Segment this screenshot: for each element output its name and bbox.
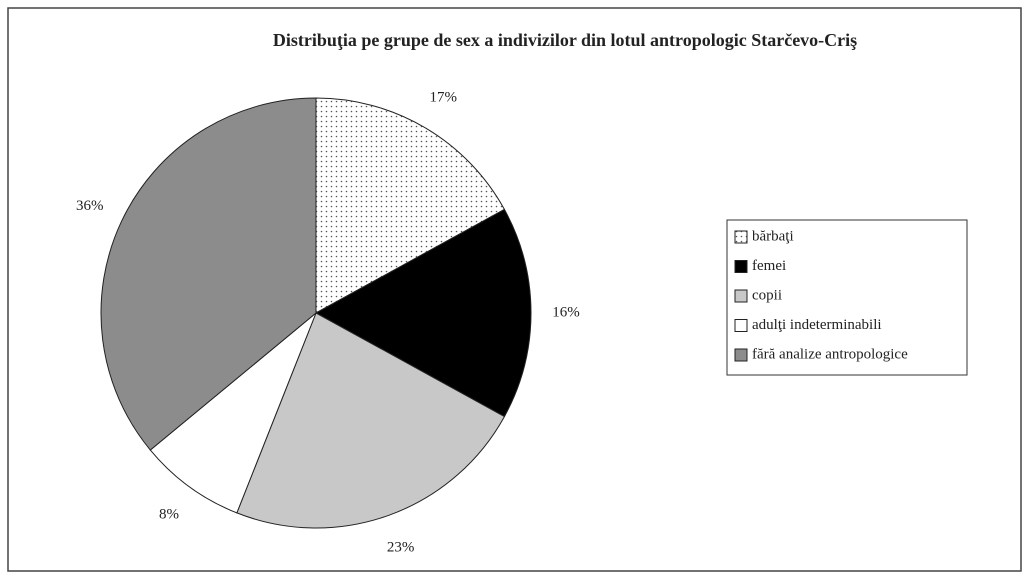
slice-label: 36% [76, 198, 104, 214]
slice-label: 8% [159, 507, 179, 523]
legend-swatch [734, 230, 748, 244]
legend-label: fără analize antropologice [752, 346, 908, 362]
legend-swatch [734, 260, 748, 273]
legend-label: copii [752, 287, 782, 303]
legend-label: bărbaţi [752, 228, 794, 244]
pie-slice [236, 312, 506, 529]
slice-label: 23% [387, 540, 415, 556]
legend-swatch [734, 289, 748, 303]
legend-label: femei [752, 258, 786, 274]
pie-slice [149, 312, 317, 514]
legend-swatch [734, 348, 748, 362]
chart-title: Distribuţia pe grupe de sex a indivizilo… [273, 30, 857, 50]
pie-slice [100, 97, 317, 451]
slice-label: 17% [430, 89, 458, 105]
legend-box [726, 219, 968, 376]
legend-label: adulţi indeterminabili [752, 317, 882, 333]
slice-label: 16% [552, 304, 580, 320]
pie-slice [315, 97, 506, 314]
pie-slice [314, 208, 532, 418]
legend-swatch [734, 319, 748, 332]
